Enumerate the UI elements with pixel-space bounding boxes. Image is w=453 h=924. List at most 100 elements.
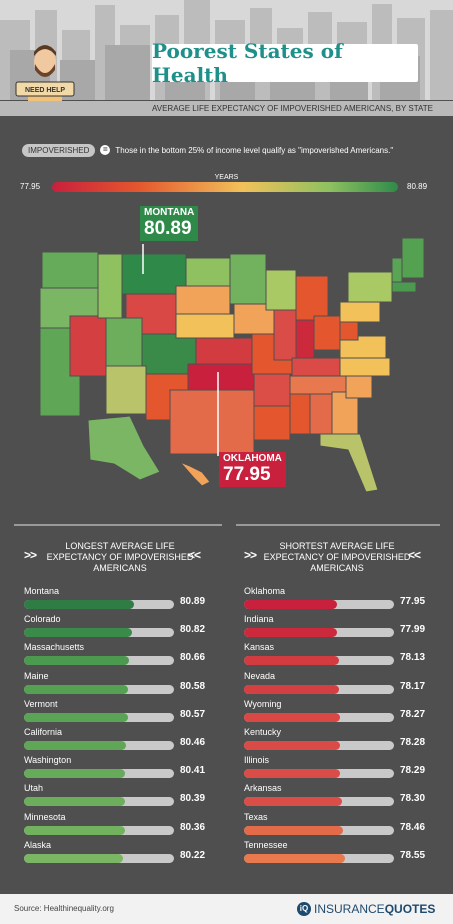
state-montana [121, 253, 187, 295]
bar-category-label: Texas [244, 811, 268, 822]
bar-track [24, 684, 174, 694]
bar-value-label: 80.57 [180, 708, 206, 720]
bar-fill [244, 853, 345, 863]
scale-label: YEARS [214, 174, 239, 181]
bar-fill [24, 741, 126, 750]
left-chevrons-close: << [188, 548, 201, 562]
bar-category-label: Minnesota [24, 811, 66, 822]
bar-fill [24, 769, 125, 779]
bar-row: Texas 78.46 [244, 812, 439, 838]
bar-fill [24, 825, 125, 835]
bar-category-label: Illinois [244, 755, 270, 766]
bar-track [244, 825, 394, 835]
bar-row: Massachusetts 80.66 [24, 642, 219, 668]
bar-value-label: 80.66 [180, 652, 206, 664]
bar-category-label: Washington [24, 755, 72, 766]
bar-row: Kentucky 78.28 [244, 727, 439, 753]
state-michigan [295, 275, 329, 321]
bar-row: Arkansas 78.30 [244, 783, 439, 809]
bar-row: Washington 80.41 [24, 755, 219, 781]
bar-category-label: Tennessee [244, 839, 288, 850]
bar-track [244, 712, 394, 722]
bar-fill [24, 712, 128, 722]
bar-row: Colorado 80.82 [24, 614, 219, 640]
state-idaho [97, 253, 123, 319]
bar-fill [24, 797, 125, 807]
state-louisiana [253, 405, 291, 441]
state-wisconsin [265, 269, 297, 311]
oklahoma-callout: OKLAHOMA 77.95 [219, 452, 286, 487]
bar-value-label: 78.55 [400, 849, 426, 861]
oklahoma-callout-name: OKLAHOMA [223, 453, 282, 464]
bar-value-label: 80.46 [180, 737, 206, 748]
state-west-virginia [339, 319, 359, 341]
bar-track [244, 600, 394, 609]
bar-track [24, 825, 174, 835]
bar-value-label: 77.99 [400, 624, 426, 636]
bar-track [24, 712, 174, 722]
state-south-dakota [175, 285, 231, 315]
state-florida [319, 433, 379, 493]
bar-value-label: 78.30 [400, 793, 426, 805]
bar-fill [244, 628, 337, 638]
bar-value-label: 80.58 [180, 680, 206, 692]
state-nevada [69, 315, 107, 377]
state-hawaii [179, 461, 211, 487]
impoverished-definition-text: Those in the bottom 25% of income level … [115, 145, 394, 155]
subtitle-band: AVERAGE LIFE EXPECTANCY OF IMPOVERISHED … [0, 101, 453, 116]
state-alabama [309, 393, 333, 435]
bar-fill [24, 853, 123, 863]
left-divider [14, 524, 222, 526]
montana-callout-name: MONTANA [144, 207, 195, 218]
scale-max-value: 80.89 [407, 182, 428, 191]
state-massachusetts [391, 281, 417, 293]
bar-value-label: 80.39 [180, 793, 206, 805]
equals-icon: = [100, 145, 111, 155]
right-divider [236, 524, 440, 526]
bar-fill [244, 825, 343, 835]
person-with-sign-illustration: NEED HELP [15, 45, 75, 110]
logo-mark-icon: iQ [297, 902, 311, 916]
bar-value-label: 78.13 [400, 652, 426, 664]
bar-category-label: Alaska [24, 839, 52, 850]
impoverished-badge: IMPOVERISHED [22, 143, 96, 157]
left-chevrons-open: >> [24, 548, 37, 562]
bar-row: Montana 80.89 [24, 586, 219, 612]
state-vermont [391, 257, 403, 283]
state-north-carolina [339, 357, 391, 377]
bar-row: Vermont 80.57 [24, 699, 219, 725]
state-virginia [339, 335, 387, 359]
title-box: Poorest States of Health [152, 39, 418, 87]
impoverished-definition: IMPOVERISHED = Those in the bottom 25% o… [22, 143, 442, 157]
bar-track [244, 853, 394, 863]
bar-row: Tennessee 78.55 [244, 840, 439, 866]
state-washington [41, 251, 99, 289]
bar-category-label: Kansas [244, 642, 275, 653]
bar-category-label: Nevada [244, 670, 276, 681]
bar-row: Maine 80.58 [24, 671, 219, 697]
left-column-title: LONGEST AVERAGE LIFE EXPECTANCY OF IMPOV… [46, 541, 194, 573]
bar-row: Kansas 78.13 [244, 642, 439, 668]
bar-category-label: Arkansas [244, 783, 282, 794]
bar-fill [24, 600, 134, 609]
state-georgia [331, 391, 359, 435]
bar-row: Alaska 80.22 [24, 840, 219, 866]
bar-fill [244, 741, 340, 750]
bar-fill [244, 656, 339, 666]
state-new-york [347, 271, 393, 303]
bar-value-label: 80.36 [180, 821, 206, 833]
bar-value-label: 78.28 [400, 737, 426, 748]
montana-callout: MONTANA 80.89 [140, 206, 199, 241]
state-arkansas [253, 373, 291, 407]
bar-value-label: 78.46 [400, 821, 426, 833]
bar-fill [244, 712, 340, 722]
source-text: Source: Healthinequality.org [14, 904, 114, 913]
bar-track [24, 600, 174, 609]
bar-value-label: 80.22 [180, 849, 206, 861]
bar-fill [244, 797, 342, 807]
bar-track [244, 628, 394, 638]
page-subtitle: AVERAGE LIFE EXPECTANCY OF IMPOVERISHED … [152, 104, 433, 113]
bar-row: Indiana 77.99 [244, 614, 439, 640]
bar-value-label: 78.17 [400, 680, 426, 692]
logo-word-quotes: QUOTES [384, 902, 436, 916]
